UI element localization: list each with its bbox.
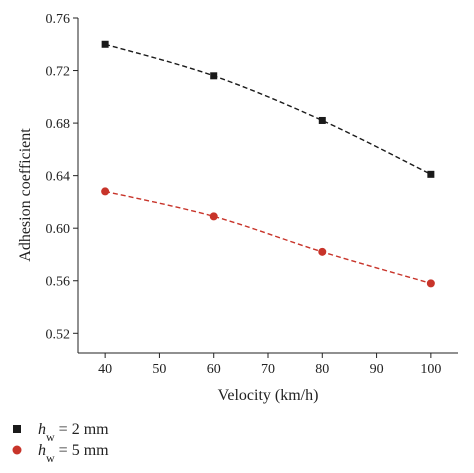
legend-label-s1: hw = 2 mm [38,421,109,444]
series-layer [101,40,435,288]
y-ticks: 0.52 0.56 0.60 0.64 0.68 0.72 0.76 [46,12,78,342]
data-point-s2 [426,279,435,288]
data-point-s2 [318,247,327,256]
y-tick-label: 0.56 [46,275,71,290]
data-point-s1 [318,116,326,124]
y-tick-label: 0.76 [46,12,71,27]
data-point-s1 [427,170,435,178]
series-line-s2 [104,190,432,285]
y-tick-label: 0.64 [46,170,71,185]
x-tick-label: 50 [152,362,166,377]
legend-marker-s1 [13,425,21,433]
y-tick-label: 0.68 [46,117,71,132]
data-point-s2 [209,212,218,221]
y-tick-label: 0.72 [46,65,71,80]
legend-label-s2: hw = 5 mm [38,442,109,465]
x-tick-label: 80 [315,362,329,377]
y-tick-label: 0.52 [46,327,71,342]
data-point-s2 [101,187,110,196]
x-tick-label: 60 [207,362,221,377]
x-axis-label: Velocity (km/h) [218,387,319,404]
x-tick-label: 40 [98,362,112,377]
y-tick-label: 0.60 [46,222,71,237]
legend-marker-s2 [12,445,22,455]
series-line-s1 [104,43,432,175]
data-point-s1 [101,40,109,48]
x-tick-label: 70 [261,362,275,377]
y-axis-label: Adhesion coefficient [17,128,34,262]
data-point-s1 [210,72,218,80]
axes [77,18,458,354]
x-tick-label: 100 [420,362,441,377]
x-tick-label: 90 [370,362,384,377]
x-ticks: 40 50 60 70 80 90 100 [98,353,441,377]
